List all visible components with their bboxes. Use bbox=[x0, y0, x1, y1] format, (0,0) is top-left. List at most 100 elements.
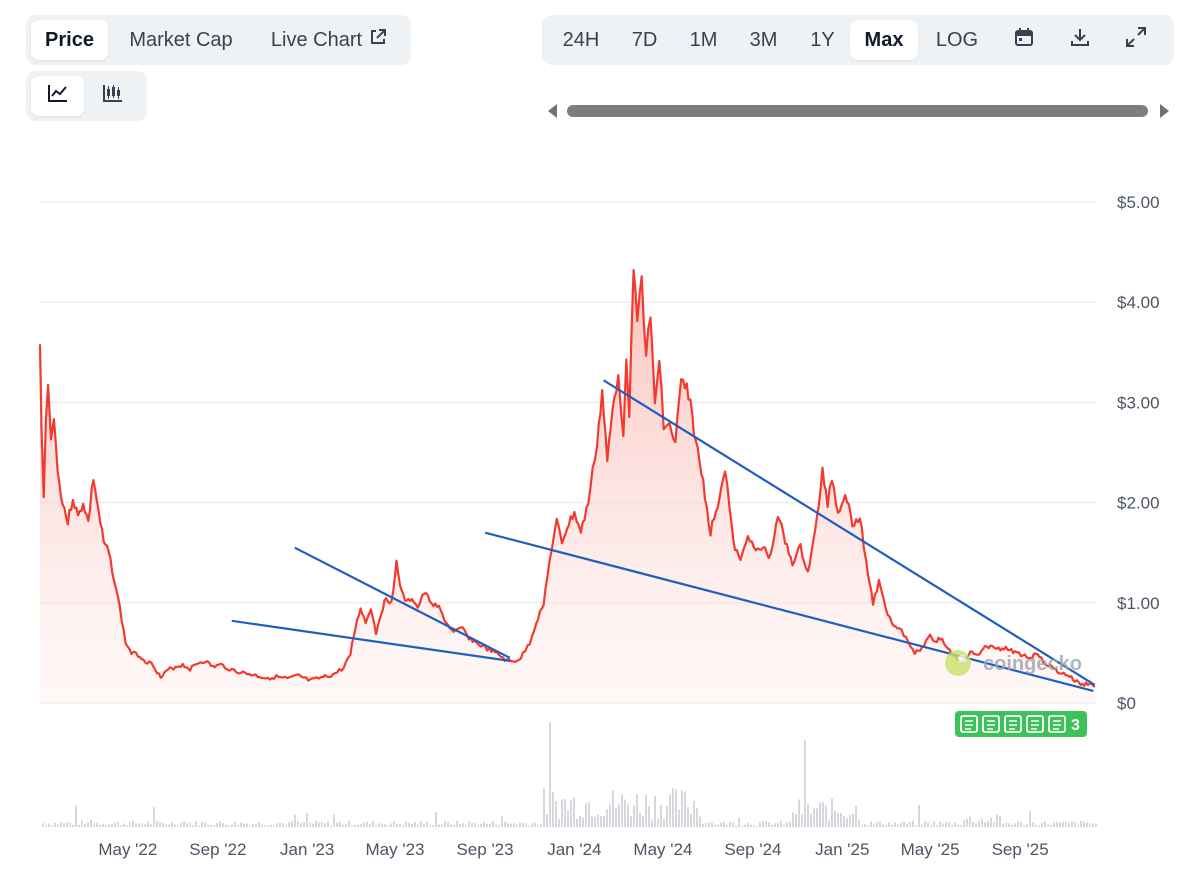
volume-bar bbox=[162, 822, 164, 827]
candlestick-chart-button[interactable] bbox=[84, 76, 142, 116]
volume-bar bbox=[270, 824, 272, 827]
volume-bar bbox=[993, 822, 995, 827]
volume-bar bbox=[123, 823, 125, 827]
tab-live-chart[interactable]: Live Chart bbox=[254, 20, 404, 60]
volume-bar bbox=[1071, 821, 1073, 827]
calendar-button[interactable] bbox=[996, 20, 1052, 60]
volume-bar bbox=[465, 825, 467, 827]
volume-bar bbox=[765, 821, 767, 827]
volume-bar bbox=[1029, 811, 1031, 827]
news-icon-frame bbox=[960, 715, 978, 733]
volume-bar bbox=[858, 819, 860, 827]
tab-market-cap[interactable]: Market Cap bbox=[108, 20, 254, 60]
volume-bar bbox=[351, 825, 353, 827]
range-3m[interactable]: 3M bbox=[732, 20, 795, 60]
volume-bar bbox=[579, 815, 581, 827]
range-max[interactable]: Max bbox=[850, 20, 918, 60]
volume-bar bbox=[777, 822, 779, 827]
download-button[interactable] bbox=[1052, 20, 1108, 60]
volume-bar bbox=[915, 825, 917, 827]
volume-bar bbox=[1032, 822, 1034, 827]
volume-bar bbox=[963, 820, 965, 827]
volume-bar bbox=[375, 825, 377, 827]
volume-bar bbox=[105, 825, 107, 827]
volume-bar bbox=[762, 820, 764, 827]
line-chart-button[interactable] bbox=[31, 76, 84, 116]
volume-bar bbox=[492, 821, 494, 827]
volume-bar bbox=[702, 823, 704, 827]
volume-bar bbox=[426, 821, 428, 827]
volume-bar bbox=[876, 822, 878, 827]
volume-bar bbox=[156, 820, 158, 827]
volume-bar bbox=[294, 814, 296, 827]
navigator-scrollbar[interactable] bbox=[545, 100, 1173, 122]
volume-bar bbox=[693, 800, 695, 827]
scroll-left-arrow[interactable] bbox=[548, 104, 557, 118]
price-line bbox=[38, 268, 1096, 688]
volume-bar bbox=[342, 824, 344, 827]
volume-bar bbox=[939, 821, 941, 827]
volume-bar bbox=[657, 818, 659, 827]
volume-bar bbox=[384, 824, 386, 827]
volume-bar bbox=[96, 822, 98, 827]
volume-bar bbox=[549, 722, 551, 827]
scroll-right-arrow[interactable] bbox=[1160, 104, 1169, 118]
volume-bar bbox=[513, 823, 515, 827]
volume-bar bbox=[282, 823, 284, 827]
volume-bar bbox=[600, 815, 602, 827]
fullscreen-button[interactable] bbox=[1108, 20, 1164, 60]
volume-bar bbox=[480, 823, 482, 827]
volume-bar bbox=[558, 818, 560, 827]
range-7d[interactable]: 7D bbox=[614, 20, 675, 60]
volume-bar bbox=[528, 825, 530, 827]
range-24h[interactable]: 24H bbox=[548, 20, 614, 60]
scroll-thumb[interactable] bbox=[567, 105, 1148, 117]
volume-bar bbox=[747, 822, 749, 827]
range-1y[interactable]: 1Y bbox=[795, 20, 850, 60]
volume-bar bbox=[291, 821, 293, 827]
volume-bar bbox=[840, 813, 842, 827]
volume-bar bbox=[948, 821, 950, 827]
volume-bar bbox=[90, 819, 92, 827]
range-1m[interactable]: 1M bbox=[675, 20, 732, 60]
volume-bar bbox=[240, 822, 242, 827]
volume-bar bbox=[597, 814, 599, 827]
volume-bar bbox=[120, 825, 122, 827]
volume-bar bbox=[111, 823, 113, 827]
volume-bar bbox=[1056, 821, 1058, 827]
volume-bar bbox=[621, 794, 623, 827]
volume-bar bbox=[1089, 823, 1091, 827]
volume-bar bbox=[660, 805, 662, 827]
volume-bar bbox=[402, 825, 404, 827]
volume-bar bbox=[1026, 824, 1028, 827]
volume-bar bbox=[1092, 823, 1094, 827]
volume-bar bbox=[585, 803, 587, 827]
volume-bar bbox=[216, 823, 218, 827]
volume-bar bbox=[204, 822, 206, 827]
x-tick-label: May '25 bbox=[901, 840, 960, 859]
volume-bar bbox=[255, 824, 257, 827]
volume-bar bbox=[78, 825, 80, 827]
volume-bar bbox=[288, 822, 290, 827]
volume-bar bbox=[591, 816, 593, 827]
range-log[interactable]: LOG bbox=[918, 20, 996, 60]
volume-bar bbox=[798, 799, 800, 827]
news-badge[interactable]: 3 bbox=[955, 711, 1087, 737]
volume-bar bbox=[243, 823, 245, 827]
news-icon-frame bbox=[1048, 715, 1066, 733]
volume-bar bbox=[267, 825, 269, 827]
tab-price[interactable]: Price bbox=[31, 20, 108, 60]
volume-bar bbox=[1095, 823, 1097, 827]
volume-bar bbox=[186, 823, 188, 827]
volume-bar bbox=[639, 812, 641, 827]
volume-bar bbox=[861, 825, 863, 827]
volume-bar bbox=[570, 800, 572, 827]
volume-bar bbox=[642, 816, 644, 827]
volume-bar bbox=[717, 824, 719, 827]
volume-bar bbox=[909, 822, 911, 827]
trendlines bbox=[231, 379, 1096, 693]
range-selector: 24H 7D 1M 3M 1Y Max LOG bbox=[542, 15, 1174, 65]
volume-bar bbox=[498, 825, 500, 827]
volume-bar bbox=[837, 812, 839, 827]
volume-bar bbox=[423, 823, 425, 827]
